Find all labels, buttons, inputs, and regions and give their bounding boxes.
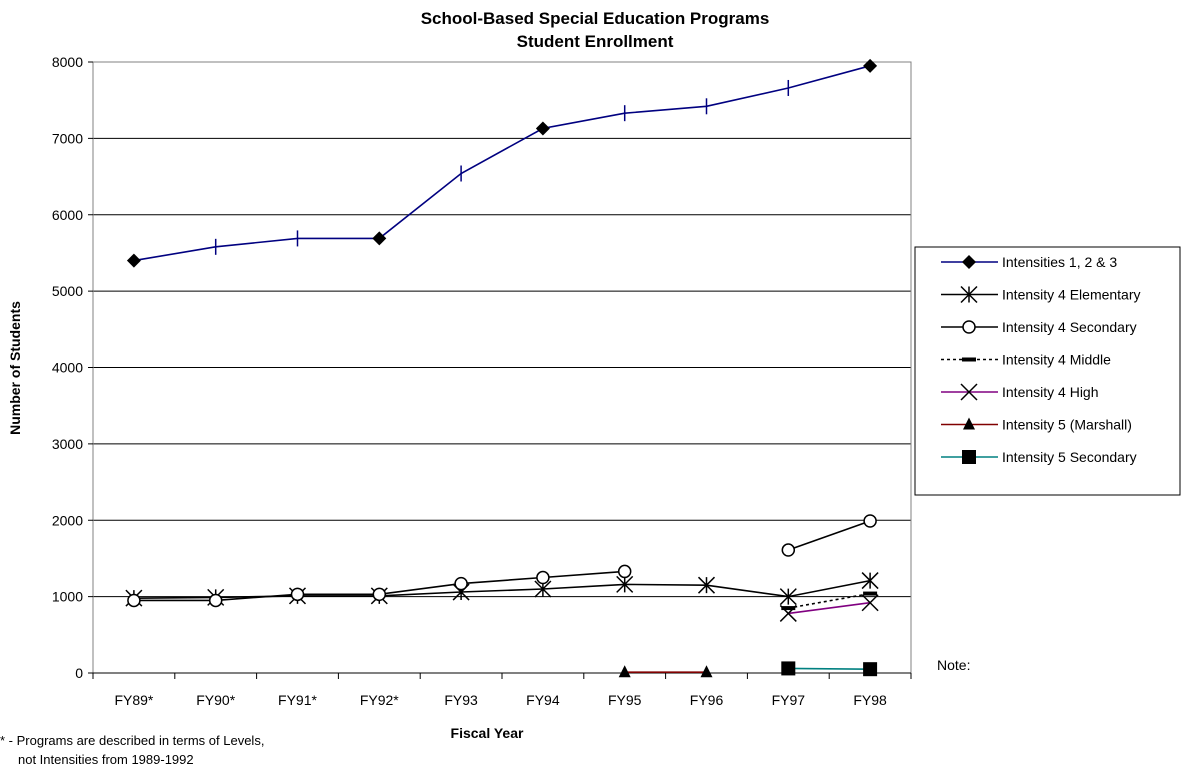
x-tick-label: FY93: [444, 692, 478, 708]
data-point: [779, 588, 797, 606]
series-line: [133, 65, 871, 262]
footnote-line-2: not Intensities from 1989-1992: [18, 752, 194, 767]
legend-item: Intensity 5 Secondary: [941, 449, 1137, 465]
chart-subtitle: Student Enrollment: [517, 32, 674, 51]
data-point: [863, 591, 878, 596]
data-point: [781, 661, 796, 676]
data-point: [781, 543, 796, 557]
note-label: Note:: [937, 657, 970, 673]
series: [127, 514, 877, 608]
y-tick-label: 6000: [52, 207, 83, 223]
data-point: [618, 665, 631, 678]
x-axis-title: Fiscal Year: [451, 725, 524, 741]
data-point: [454, 576, 468, 591]
data-point: [697, 576, 716, 594]
x-tick-label: FY95: [608, 692, 642, 708]
series: [779, 594, 879, 622]
data-point: [863, 662, 878, 677]
series: [126, 58, 878, 268]
data-point: [700, 665, 713, 678]
x-axis: FY89* FY90* FY91* FY92* FY93 FY94 FY95 FY96 FY97…: [92, 672, 912, 708]
data-point: [779, 604, 797, 622]
data-point: [372, 587, 387, 602]
data-point: [290, 587, 305, 602]
series: [618, 665, 713, 678]
legend-item: Intensity 5 (Marshall): [941, 417, 1132, 433]
y-tick-label: 8000: [52, 54, 83, 70]
data-point: [962, 357, 976, 362]
y-tick-label: 5000: [52, 283, 83, 299]
legend-label: Intensity 4 Secondary: [1002, 319, 1137, 335]
data-point: [126, 253, 141, 268]
legend-label: Intensity 4 Elementary: [1002, 287, 1141, 303]
y-tick-label: 0: [75, 665, 83, 681]
data-point: [962, 255, 976, 269]
data-point: [617, 564, 632, 579]
series-line: [788, 592, 871, 609]
chart-title: School-Based Special Education Programs: [421, 9, 770, 28]
data-point: [536, 570, 550, 585]
legend: Intensities 1, 2 & 3 Intensity 4 Elementa…: [914, 246, 1181, 496]
series-line: [133, 579, 871, 599]
legend-label: Intensities 1, 2 & 3: [1002, 254, 1117, 270]
legend-item: Intensity 4 Middle: [941, 352, 1111, 368]
x-tick-label: FY89*: [114, 692, 153, 708]
y-axis-title: Number of Students: [7, 301, 23, 435]
grid: [93, 61, 911, 598]
data-point: [372, 231, 387, 246]
data-point: [863, 58, 878, 73]
x-tick-label: FY92*: [360, 692, 399, 708]
data-point: [960, 285, 978, 304]
data-point: [962, 450, 976, 464]
data-point: [208, 593, 223, 608]
x-tick-label: FY91*: [278, 692, 317, 708]
x-tick-label: FY94: [526, 692, 560, 708]
legend-box: [914, 246, 1181, 496]
legend-label: Intensity 4 Middle: [1002, 352, 1111, 368]
x-tick-label: FY90*: [196, 692, 235, 708]
data-point: [960, 383, 978, 401]
data-point: [781, 606, 796, 611]
data-point: [863, 514, 877, 528]
series: [781, 591, 878, 611]
legend-item: Intensity 4 Elementary: [941, 285, 1141, 304]
series: [781, 661, 878, 677]
series-line: [788, 601, 871, 615]
data-point: [963, 417, 975, 430]
legend-label: Intensity 4 High: [1002, 384, 1099, 400]
data-point: [616, 575, 634, 593]
y-tick-label: 7000: [52, 130, 83, 146]
series: [125, 572, 879, 607]
y-tick-label: 3000: [52, 436, 83, 452]
series-line: [788, 667, 871, 670]
data-point: [861, 572, 879, 590]
data-point: [861, 594, 879, 612]
legend-item: Intensities 1, 2 & 3: [941, 254, 1117, 270]
legend-label: Intensity 5 (Marshall): [1002, 417, 1132, 433]
y-tick-label: 1000: [52, 589, 83, 605]
data-point: [962, 320, 976, 334]
y-axis: 0 1000 2000 3000 4000 5000 6000 7000 8000: [52, 54, 93, 681]
x-tick-label: FY96: [690, 692, 724, 708]
data-point: [535, 121, 550, 136]
data-point: [127, 593, 141, 608]
footnote-line-1: * - Programs are described in terms of L…: [0, 733, 264, 748]
x-tick-label: FY97: [772, 692, 806, 708]
series-group: [125, 58, 879, 678]
legend-item: Intensity 4 High: [941, 383, 1099, 401]
y-tick-label: 2000: [52, 512, 83, 528]
legend-item: Intensity 4 Secondary: [941, 319, 1137, 335]
legend-label: Intensity 5 Secondary: [1002, 449, 1137, 465]
x-tick-label: FY98: [853, 692, 887, 708]
series-line: [788, 520, 871, 551]
y-tick-label: 4000: [52, 360, 83, 376]
